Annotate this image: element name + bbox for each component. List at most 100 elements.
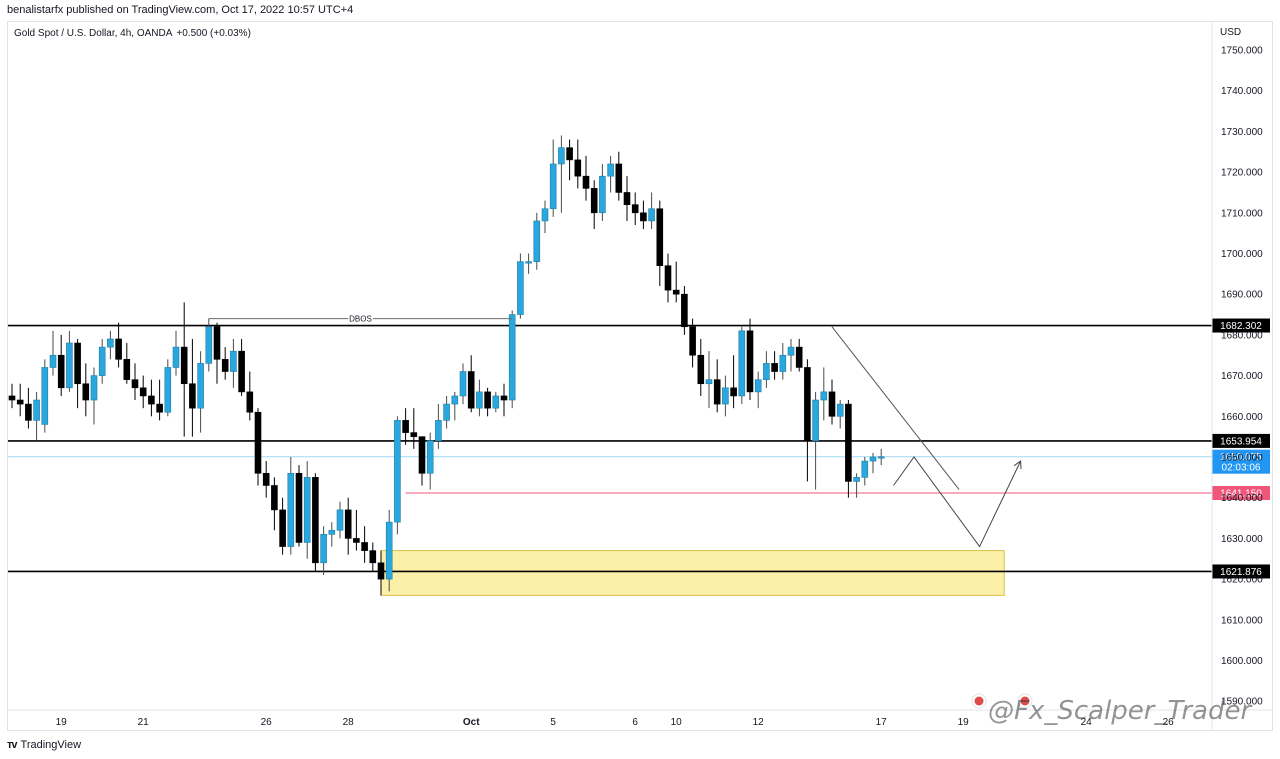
candle-body[interactable] (656, 208, 664, 267)
candle-body[interactable] (640, 212, 647, 222)
candle-body[interactable] (771, 363, 778, 372)
candle-body[interactable] (98, 346, 106, 376)
candle-body[interactable] (180, 346, 188, 385)
candle-body[interactable] (599, 175, 606, 214)
candle-body[interactable] (476, 391, 483, 409)
candle-body[interactable] (262, 472, 270, 486)
chart-frame[interactable] (7, 21, 1273, 731)
candle-body[interactable] (320, 534, 327, 564)
candle-body[interactable] (426, 440, 434, 474)
candle-body[interactable] (467, 371, 475, 409)
candle-body[interactable] (705, 379, 713, 385)
candle-body[interactable] (615, 163, 623, 193)
candle-body[interactable] (689, 326, 696, 356)
candle-body[interactable] (213, 326, 221, 360)
candle-body[interactable] (623, 192, 631, 205)
candle-body[interactable] (8, 395, 16, 401)
candle-body[interactable] (443, 403, 450, 421)
candle-body[interactable] (541, 208, 549, 222)
candle-body[interactable] (795, 346, 803, 368)
candle-body[interactable] (74, 342, 81, 385)
candle-body[interactable] (738, 330, 746, 397)
candle-body[interactable] (328, 529, 336, 535)
candle-body[interactable] (238, 350, 245, 393)
candle-body[interactable] (877, 456, 885, 459)
candle-body[interactable] (533, 220, 541, 262)
candle-body[interactable] (820, 391, 828, 401)
candle-body[interactable] (156, 403, 163, 413)
candle-body[interactable] (451, 395, 459, 405)
candle-body[interactable] (221, 359, 229, 372)
candle-body[interactable] (107, 338, 114, 348)
candle-body[interactable] (49, 354, 57, 368)
candle-body[interactable] (312, 477, 319, 564)
candle-body[interactable] (230, 350, 237, 372)
candle-body[interactable] (812, 399, 819, 442)
candle-body[interactable] (763, 363, 770, 380)
candle-body[interactable] (558, 147, 565, 165)
candle-body[interactable] (57, 354, 65, 389)
candle-body[interactable] (664, 265, 672, 291)
candle-body[interactable] (25, 403, 32, 421)
projection-path[interactable] (893, 456, 1022, 548)
candle-body[interactable] (681, 293, 688, 328)
candle-body[interactable] (418, 436, 426, 474)
candle-body[interactable] (869, 456, 877, 462)
candle-body[interactable] (713, 379, 721, 405)
candle-body[interactable] (279, 509, 286, 547)
candle-body[interactable] (377, 562, 385, 580)
candle-body[interactable] (287, 472, 295, 547)
candle-body[interactable] (139, 387, 147, 397)
flag-icon[interactable] (971, 693, 987, 709)
candle-body[interactable] (861, 460, 869, 478)
demand-zone[interactable] (380, 550, 1005, 596)
candle-body[interactable] (123, 359, 131, 380)
candle-body[interactable] (582, 175, 590, 189)
candle-body[interactable] (148, 395, 155, 405)
candle-body[interactable] (845, 403, 852, 482)
flag-icon-2[interactable] (1017, 693, 1033, 709)
candle-body[interactable] (492, 395, 500, 409)
candle-body[interactable] (41, 367, 49, 425)
candle-body[interactable] (402, 420, 409, 433)
candle-body[interactable] (828, 391, 836, 417)
candle-body[interactable] (435, 420, 442, 442)
candle-body[interactable] (246, 391, 254, 413)
trendline[interactable] (831, 326, 960, 490)
candle-body[interactable] (66, 342, 73, 389)
candle-body[interactable] (90, 375, 98, 401)
candle-body[interactable] (344, 509, 352, 539)
candle-body[interactable] (353, 538, 360, 543)
candle-body[interactable] (254, 411, 262, 474)
candle-body[interactable] (394, 420, 401, 523)
candle-body[interactable] (787, 346, 795, 356)
candle-body[interactable] (197, 363, 204, 409)
candle-body[interactable] (730, 387, 737, 397)
candle-body[interactable] (574, 159, 582, 177)
candle-body[interactable] (164, 367, 172, 413)
candle-body[interactable] (607, 163, 614, 177)
candle-body[interactable] (804, 367, 811, 442)
candle-body[interactable] (361, 542, 368, 551)
candle-body[interactable] (271, 485, 278, 511)
candle-body[interactable] (189, 383, 196, 409)
candle-body[interactable] (172, 346, 180, 368)
candle-body[interactable] (566, 147, 573, 161)
candle-body[interactable] (385, 521, 393, 580)
candle-body[interactable] (303, 477, 311, 543)
candle-body[interactable] (336, 509, 344, 531)
candle-body[interactable] (82, 383, 90, 401)
candle-body[interactable] (746, 330, 754, 393)
candle-body[interactable] (722, 387, 729, 405)
candle-body[interactable] (484, 391, 491, 409)
candle-body[interactable] (525, 261, 532, 264)
candle-body[interactable] (648, 208, 655, 222)
candle-body[interactable] (115, 338, 122, 360)
candle-body[interactable] (369, 550, 377, 564)
candle-body[interactable] (779, 354, 787, 372)
candle-body[interactable] (697, 354, 705, 385)
candle-body[interactable] (459, 371, 467, 397)
candle-body[interactable] (853, 477, 860, 482)
candle-body[interactable] (517, 261, 524, 315)
